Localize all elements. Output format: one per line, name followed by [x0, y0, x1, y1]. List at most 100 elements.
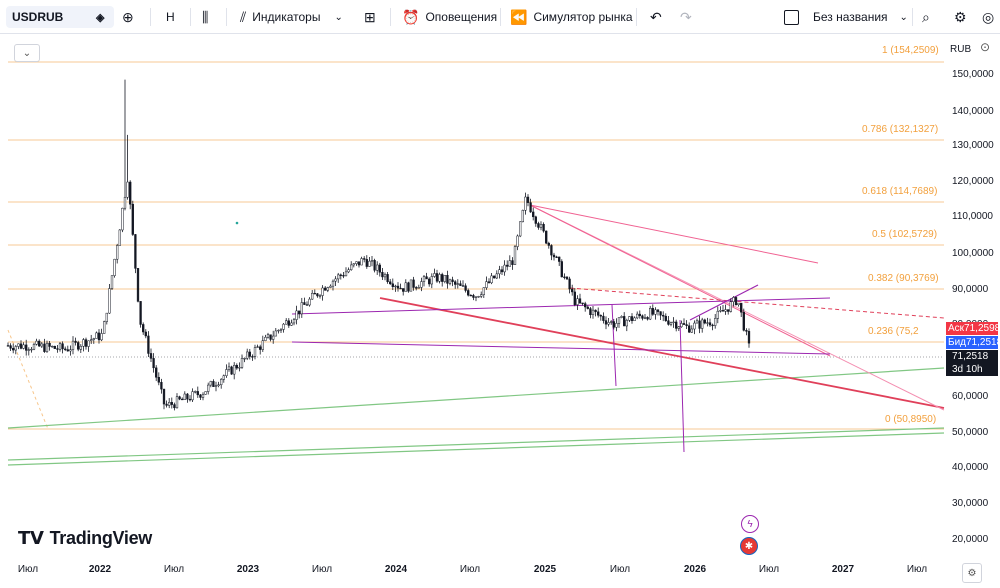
grid-icon: ⊞	[364, 8, 376, 25]
candle-body	[344, 271, 348, 277]
candle-body	[558, 256, 561, 262]
candle-body	[246, 351, 249, 359]
compare-button[interactable]: ⊕	[122, 0, 134, 34]
time-axis-settings-button[interactable]: ⚙	[962, 563, 982, 583]
chart-type-button[interactable]: ⫼	[202, 0, 208, 34]
candle-body	[272, 335, 275, 340]
candle-body	[108, 288, 111, 314]
price-tick-label: 150,0000	[952, 69, 994, 80]
candle-body	[97, 332, 101, 341]
quick-search-button[interactable]: ⌕	[922, 0, 930, 34]
candle-body	[487, 281, 491, 284]
ask-price-label: Аск 71,2598	[946, 322, 1000, 335]
candle-body	[136, 268, 140, 302]
candle-body	[506, 264, 509, 267]
candle-body	[113, 258, 116, 276]
candle-body	[417, 287, 420, 289]
rewind-icon: ⏪	[510, 8, 528, 25]
candle-body	[513, 246, 517, 265]
indicators-button[interactable]: ⫽ Индикаторы ⌄	[240, 0, 343, 34]
candle-body	[498, 269, 501, 275]
candle-body	[337, 274, 340, 280]
price-tick-label: 90,0000	[952, 284, 989, 295]
candle-body	[524, 196, 527, 211]
candle-body	[383, 274, 387, 278]
candle-body	[305, 304, 309, 306]
snapshot-button[interactable]: ◎	[982, 0, 994, 34]
candle-body	[433, 273, 436, 277]
candle-body	[378, 264, 381, 273]
candle-body	[259, 346, 262, 350]
candle-body	[313, 292, 316, 295]
candle-body	[734, 297, 738, 306]
undo-button[interactable]: ↶	[650, 0, 662, 34]
candle-body	[316, 293, 319, 297]
candle-body	[22, 344, 25, 349]
candle-body	[342, 275, 345, 277]
trend-lines[interactable]	[7, 204, 945, 466]
candle-body	[672, 321, 675, 324]
replay-button[interactable]: ⏪ Симулятор рынка	[510, 0, 633, 34]
candle-body	[103, 321, 106, 334]
candle-body	[638, 313, 641, 317]
us-flag-event-icon[interactable]: ✱	[740, 537, 758, 555]
candle-body	[12, 348, 15, 351]
candle-body	[677, 326, 680, 329]
candle-body	[95, 332, 98, 339]
candle-body	[508, 260, 511, 267]
settings-button[interactable]: ⚙	[954, 0, 967, 34]
candle-body	[82, 339, 85, 347]
collapse-legend-button[interactable]: ⌄	[14, 44, 40, 62]
candle-body	[64, 348, 67, 350]
candle-body	[386, 274, 389, 283]
candle-body	[719, 310, 722, 312]
price-tick-label: 120,0000	[952, 176, 994, 187]
time-axis[interactable]: Июл 2022 Июл 2023 Июл 2024 Июл 2025 Июл 2026 Июл 20…	[0, 556, 944, 588]
candle-body	[292, 319, 296, 324]
candle-body	[503, 264, 506, 273]
layouts-button[interactable]: ⊞	[364, 0, 376, 34]
candle-body	[589, 308, 592, 315]
candle-body	[308, 298, 311, 306]
candle-body	[586, 306, 589, 309]
fib-label-05: 0.5 (102,5729)	[872, 229, 938, 240]
candle-body	[617, 317, 621, 324]
candle-body	[711, 324, 714, 327]
candle-body	[360, 258, 363, 266]
interval-button[interactable]: Н	[166, 0, 175, 34]
candle-body	[56, 348, 59, 350]
scale-settings-icon[interactable]: ⊙	[980, 40, 991, 54]
price-chart[interactable]	[0, 34, 1000, 588]
symbol-search[interactable]: USDRUB ◈	[6, 6, 114, 28]
candle-body	[599, 315, 602, 317]
candle-body	[430, 276, 433, 285]
candle-body	[474, 296, 478, 298]
candle-body	[165, 403, 168, 406]
candle-body	[233, 365, 236, 375]
chevron-down-icon: ⌄	[899, 11, 908, 23]
candle-body	[412, 279, 415, 288]
time-tick-label: 2024	[384, 564, 408, 575]
candle-body	[664, 315, 667, 321]
candle-body	[409, 279, 413, 292]
tradingview-logo[interactable]: 𝗧𝗩 TradingView	[18, 528, 152, 549]
symbol-menu-icon[interactable]: ◈	[96, 11, 105, 24]
candle-body	[43, 343, 46, 352]
redo-button[interactable]: ↷	[680, 0, 692, 34]
candle-body	[149, 353, 153, 359]
lightning-event-icon[interactable]: ϟ	[741, 515, 759, 533]
candle-body	[623, 316, 626, 327]
candle-body	[490, 275, 493, 284]
fib-label-1: 1 (154,2509)	[882, 45, 939, 56]
layout-name-button[interactable]: Без названия ⌄	[784, 0, 908, 34]
candle-body	[428, 278, 431, 285]
fib-retracement[interactable]	[8, 61, 944, 430]
candle-body	[48, 342, 51, 347]
alerts-button[interactable]: ⏰ Оповещения	[402, 0, 497, 34]
candle-body	[568, 278, 571, 290]
marker-dot	[235, 221, 239, 225]
currency-label[interactable]: RUB	[950, 44, 972, 55]
candle-body	[285, 320, 288, 325]
candle-body	[680, 323, 683, 328]
candle-body	[121, 207, 124, 231]
